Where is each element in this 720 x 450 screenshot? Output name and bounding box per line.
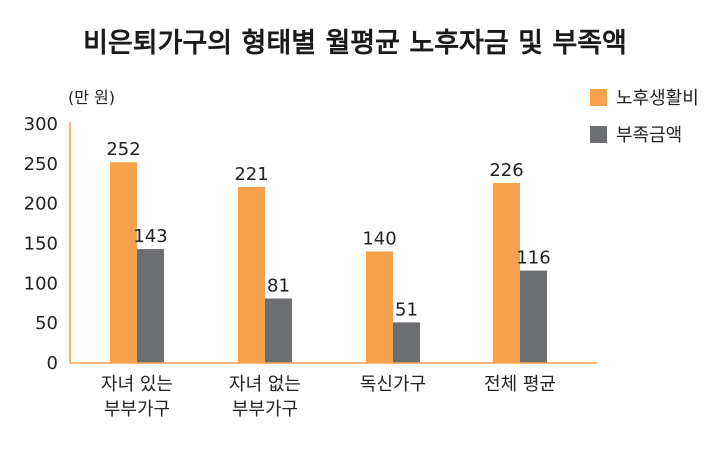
data-label: 81 — [267, 275, 290, 296]
data-label: 226 — [489, 160, 523, 181]
bar-living-cost — [366, 251, 393, 363]
bars: 252 221 140 226 143 81 51 116 — [106, 139, 551, 363]
y-tick-label: 300 — [24, 114, 58, 135]
y-tick-label: 50 — [35, 313, 58, 334]
category-label: 부부가구 — [104, 399, 170, 420]
legend-label: 노후생활비 — [616, 88, 699, 109]
y-tick-label: 100 — [24, 273, 58, 294]
y-tick-label: 250 — [24, 154, 58, 175]
category-label: 부부가구 — [232, 399, 298, 420]
unit-label: (만 원) — [68, 88, 115, 107]
data-label: 51 — [395, 299, 418, 320]
bar-living-cost — [493, 182, 520, 363]
chart-title: 비은퇴가구의 형태별 월평균 노후자금 및 부족액 — [83, 28, 627, 59]
legend-label: 부족금액 — [616, 125, 682, 146]
bar-shortfall — [520, 270, 547, 363]
data-label: 143 — [133, 226, 167, 247]
data-label: 252 — [106, 139, 140, 160]
y-tick-label: 150 — [24, 234, 58, 255]
y-tick-label: 200 — [24, 194, 58, 215]
legend-swatch — [590, 126, 607, 143]
bar-shortfall — [393, 322, 420, 363]
y-axis: 0 50 100 150 200 250 300 — [24, 114, 71, 374]
category-label: 독신가구 — [360, 374, 426, 395]
bar-shortfall — [265, 298, 292, 363]
category-label: 자녀 없는 — [229, 374, 301, 395]
bar-living-cost — [110, 162, 137, 363]
y-tick-label: 0 — [47, 353, 58, 374]
data-label: 140 — [362, 228, 396, 249]
data-label: 221 — [234, 164, 268, 185]
bar-shortfall — [137, 249, 164, 363]
category-label: 전체 평균 — [484, 374, 556, 395]
bar-living-cost — [238, 186, 265, 363]
legend-swatch — [590, 89, 607, 106]
category-label: 자녀 있는 — [101, 374, 173, 395]
data-label: 116 — [516, 248, 550, 269]
